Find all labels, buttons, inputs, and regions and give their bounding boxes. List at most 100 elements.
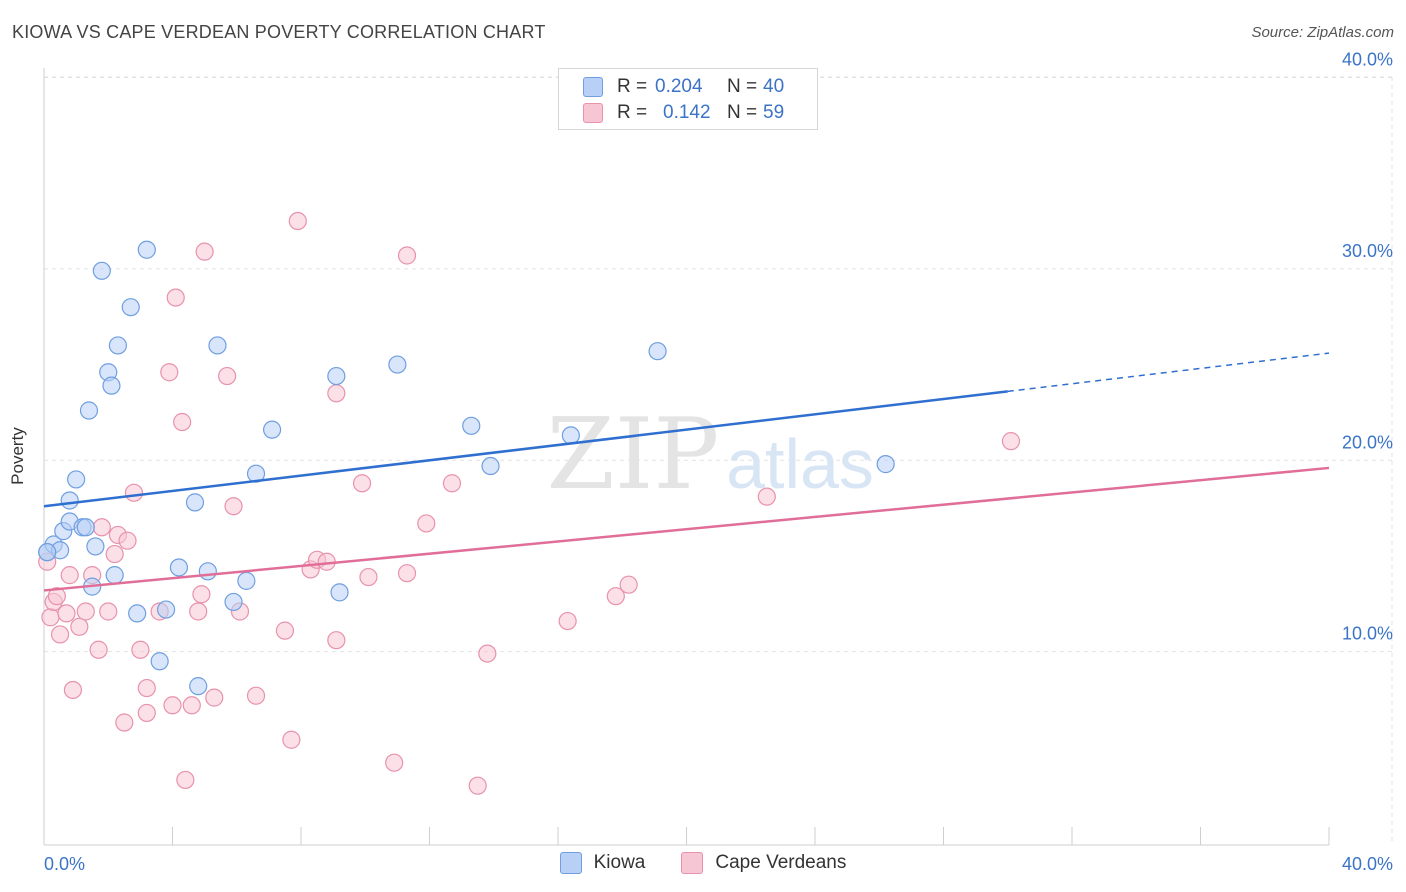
cape-verdeans-point bbox=[218, 366, 237, 386]
n-value: 59 bbox=[763, 102, 785, 123]
chart-title: KIOWA VS CAPE VERDEAN POVERTY CORRELATIO… bbox=[12, 22, 546, 42]
kiowa-point bbox=[208, 336, 227, 355]
correlation-legend: R = 0.204 N = 40 R = 0.142 N = 59 bbox=[558, 68, 818, 130]
cape-verdeans-point bbox=[76, 602, 95, 621]
kiowa-point bbox=[105, 566, 124, 585]
cape-verdeans-point bbox=[137, 703, 156, 723]
cape-verdeans-point bbox=[189, 602, 208, 621]
watermark: ZIP atlas bbox=[547, 398, 874, 512]
cape-verdeans-point bbox=[359, 567, 378, 587]
n-label: N = bbox=[727, 102, 758, 123]
cape-verdeans-point bbox=[124, 483, 144, 502]
legend-row-kiowa: R = 0.204 N = 40 bbox=[583, 75, 784, 99]
y-tick-label: 40.0% bbox=[1342, 49, 1393, 69]
kiowa-point bbox=[224, 592, 243, 612]
cape-verdeans-point bbox=[606, 587, 625, 606]
cape-verdeans-point bbox=[105, 544, 124, 564]
cape-verdeans-point bbox=[60, 566, 79, 585]
cape-verdeans-point bbox=[468, 776, 487, 795]
cape-verdeans-point bbox=[327, 384, 346, 403]
cape-verdeans-point bbox=[57, 604, 76, 623]
kiowa-point bbox=[92, 261, 111, 280]
cape-verdeans-points bbox=[38, 211, 1021, 795]
cape-verdeans-point bbox=[99, 602, 118, 621]
kiowa-point bbox=[169, 558, 189, 577]
kiowa-trend-extension bbox=[1007, 352, 1330, 393]
cape-verdeans-point bbox=[478, 644, 497, 663]
n-label: N = bbox=[727, 76, 758, 97]
tick-labels: 10.0% 20.0% 30.0% 40.0% 0.0% 40.0% bbox=[44, 49, 1393, 874]
cape-verdeans-point bbox=[757, 487, 776, 506]
kiowa-point bbox=[128, 604, 147, 623]
cape-verdeans-point bbox=[417, 514, 436, 533]
kiowa-point bbox=[262, 420, 282, 439]
cape-verdeans-point bbox=[176, 770, 195, 790]
kiowa-points bbox=[38, 240, 895, 696]
cape-verdeans-point bbox=[47, 587, 66, 606]
kiowa-point bbox=[121, 298, 140, 317]
y-tick-label: 10.0% bbox=[1342, 624, 1393, 644]
legend-row-cape-verdeans: R = 0.142 N = 59 bbox=[583, 101, 784, 125]
legend-item-cape-verdeans: Cape Verdeans bbox=[681, 852, 846, 874]
trend-lines bbox=[43, 352, 1330, 592]
cape-verdeans-point bbox=[385, 753, 404, 772]
x-tick-label: 0.0% bbox=[44, 854, 85, 874]
cape-verdeans-trend-line bbox=[43, 466, 1330, 592]
kiowa-point bbox=[237, 571, 256, 590]
cape-verdeans-point bbox=[397, 564, 417, 583]
cape-verdeans-point bbox=[327, 631, 346, 650]
legend-item-kiowa: Kiowa bbox=[559, 852, 646, 874]
kiowa-point bbox=[86, 537, 105, 556]
kiowa-legend-swatch bbox=[559, 852, 582, 874]
kiowa-point bbox=[67, 470, 86, 489]
cape-verdeans-point bbox=[619, 575, 638, 594]
kiowa-point bbox=[388, 355, 407, 374]
cape-verdeans-point bbox=[246, 686, 266, 705]
cape-verdeans-legend-swatch bbox=[681, 852, 704, 874]
y-axis-label: Poverty bbox=[8, 427, 27, 485]
cape-verdeans-point bbox=[118, 531, 137, 550]
cape-verdeans-point bbox=[41, 608, 60, 627]
cape-verdeans-point bbox=[92, 518, 111, 537]
kiowa-point bbox=[60, 491, 79, 510]
r-label: R = bbox=[617, 76, 648, 97]
kiowa-point bbox=[185, 493, 205, 512]
cape-verdeans-point bbox=[442, 474, 462, 493]
cape-verdeans-point bbox=[182, 696, 201, 715]
kiowa-trend-line bbox=[43, 390, 1008, 508]
kiowa-point bbox=[137, 240, 156, 259]
y-tick-label: 30.0% bbox=[1342, 241, 1393, 261]
cape-verdeans-point bbox=[115, 713, 134, 732]
series-legend: Kiowa Cape Verdeans bbox=[0, 852, 1406, 874]
x-tick-label: 40.0% bbox=[1342, 854, 1393, 874]
cape-verdeans-point bbox=[70, 617, 89, 636]
n-value: 40 bbox=[763, 76, 785, 97]
kiowa-point bbox=[327, 366, 346, 386]
axes bbox=[43, 68, 1330, 846]
r-value: 0.204 bbox=[655, 76, 703, 97]
kiowa-point bbox=[462, 416, 481, 435]
cape-verdeans-point bbox=[192, 585, 211, 604]
cape-verdeans-point bbox=[195, 242, 214, 261]
cape-verdeans-swatch bbox=[583, 103, 603, 123]
y-tick-label: 20.0% bbox=[1342, 432, 1393, 452]
kiowa-point bbox=[481, 456, 500, 476]
watermark-zip: ZIP bbox=[547, 398, 720, 512]
kiowa-point bbox=[648, 342, 667, 361]
legend-label-kiowa: Kiowa bbox=[593, 852, 646, 873]
cape-verdeans-point bbox=[288, 211, 307, 231]
kiowa-point bbox=[150, 652, 169, 671]
cape-verdeans-point bbox=[224, 497, 243, 516]
kiowa-point bbox=[102, 376, 121, 395]
gridlines bbox=[44, 76, 1393, 845]
cape-verdeans-point bbox=[137, 678, 156, 698]
source-label: Source: ZipAtlas.com bbox=[1251, 24, 1394, 41]
kiowa-point bbox=[561, 426, 580, 445]
kiowa-point bbox=[198, 562, 217, 581]
r-value: 0.142 bbox=[663, 102, 711, 123]
cape-verdeans-point bbox=[558, 611, 577, 631]
watermark-atlas: atlas bbox=[726, 425, 874, 503]
cape-verdeans-point bbox=[163, 696, 182, 715]
kiowa-swatch bbox=[583, 77, 603, 97]
